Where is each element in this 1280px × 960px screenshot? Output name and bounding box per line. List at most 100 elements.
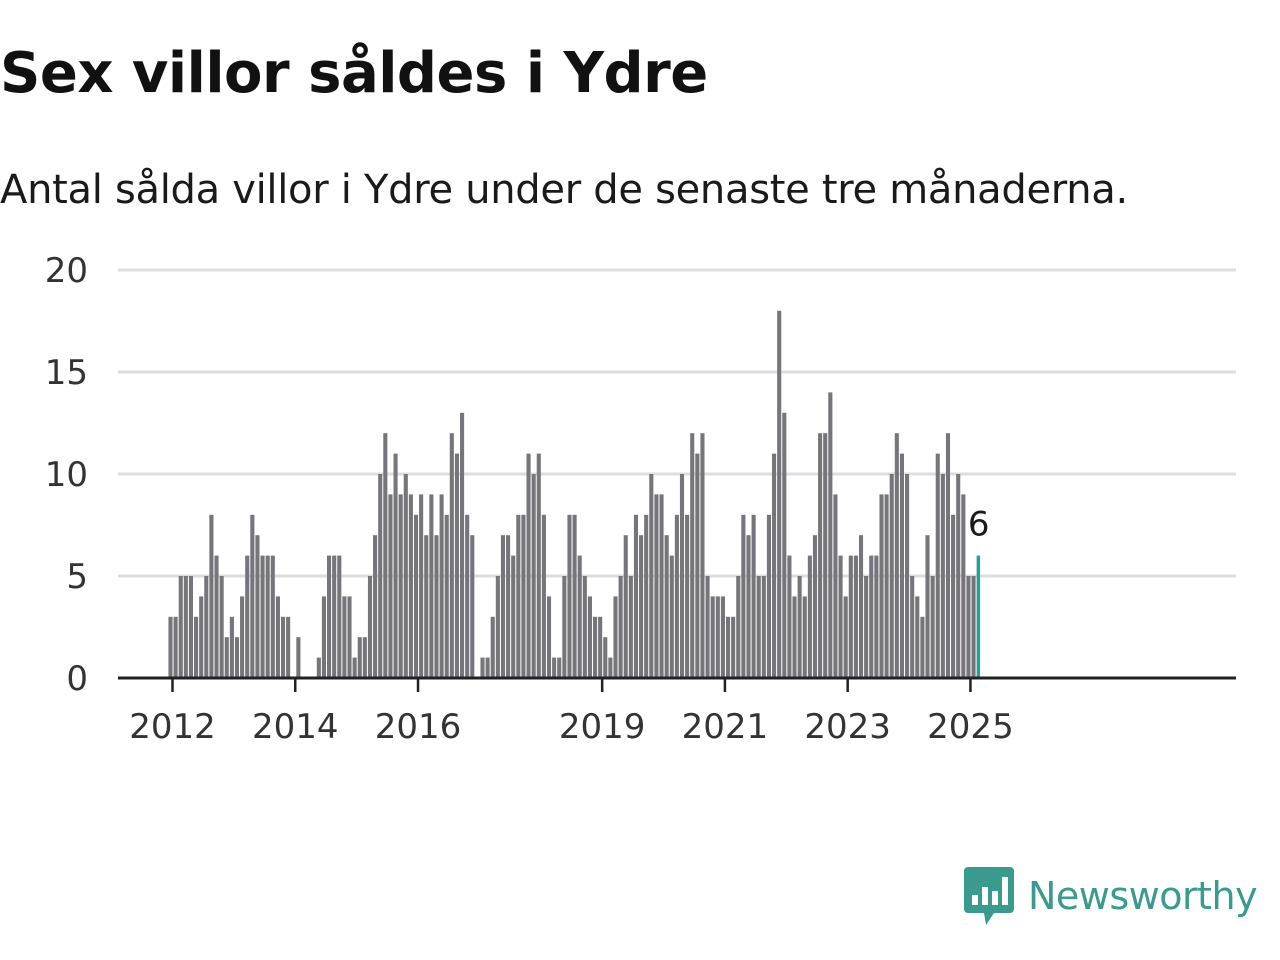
bar bbox=[905, 474, 910, 678]
bar bbox=[700, 433, 705, 678]
bar bbox=[408, 494, 413, 678]
bar bbox=[864, 576, 869, 678]
bar bbox=[649, 474, 654, 678]
bar bbox=[413, 514, 419, 678]
bar bbox=[828, 392, 833, 678]
y-tick-label: 20 bbox=[45, 251, 88, 291]
bar bbox=[930, 576, 935, 678]
bar bbox=[506, 535, 511, 678]
bar bbox=[194, 616, 199, 678]
bar bbox=[485, 657, 490, 678]
bar bbox=[879, 494, 884, 678]
bar bbox=[639, 535, 644, 678]
annotations: 6 bbox=[968, 505, 990, 545]
bar bbox=[321, 596, 326, 678]
bar bbox=[940, 474, 945, 678]
bar bbox=[521, 514, 526, 678]
bar bbox=[593, 616, 598, 678]
bar bbox=[731, 616, 736, 678]
bar bbox=[690, 433, 695, 678]
bar bbox=[229, 616, 234, 678]
bar bbox=[546, 596, 552, 678]
bar bbox=[587, 596, 592, 678]
bar bbox=[577, 555, 582, 678]
bar bbox=[802, 596, 807, 678]
bar bbox=[357, 637, 362, 678]
bar bbox=[178, 576, 183, 678]
bar bbox=[659, 494, 664, 678]
bar bbox=[470, 535, 475, 678]
bar bbox=[327, 555, 332, 678]
bar bbox=[797, 576, 802, 678]
bar bbox=[367, 576, 373, 678]
bar bbox=[567, 514, 572, 678]
bar bbox=[971, 576, 976, 678]
bar bbox=[598, 616, 603, 678]
bar bbox=[761, 576, 766, 678]
chart-title: Sex villor såldes i Ydre bbox=[0, 41, 708, 106]
bar bbox=[398, 494, 403, 678]
bar bbox=[961, 494, 966, 678]
bar bbox=[807, 555, 812, 678]
bar bbox=[720, 596, 725, 678]
bar bbox=[286, 616, 291, 678]
bars bbox=[168, 310, 981, 678]
y-axis: 0 5 10 15 20 bbox=[45, 251, 88, 699]
bar bbox=[444, 514, 449, 678]
bar bbox=[792, 596, 797, 678]
bar bbox=[823, 433, 828, 678]
bar bbox=[362, 637, 367, 678]
bar bbox=[526, 453, 531, 678]
bar bbox=[214, 555, 219, 678]
bar bbox=[403, 474, 408, 678]
bar bbox=[454, 453, 459, 678]
x-tick-label: 2019 bbox=[559, 707, 646, 747]
bar bbox=[342, 596, 347, 678]
bar bbox=[633, 514, 639, 678]
newsworthy-logo-icon bbox=[964, 867, 1014, 925]
bar bbox=[608, 657, 613, 678]
bar bbox=[536, 453, 541, 678]
brand-name: Newsworthy bbox=[1028, 874, 1258, 918]
bar bbox=[741, 514, 746, 678]
bar bbox=[296, 637, 301, 678]
bar bbox=[480, 657, 485, 678]
bar bbox=[378, 474, 383, 678]
bar bbox=[935, 453, 940, 678]
bar bbox=[516, 514, 521, 678]
bar bbox=[736, 576, 741, 678]
last-value-label: 6 bbox=[968, 505, 990, 545]
bar bbox=[756, 576, 761, 678]
bar bbox=[347, 596, 352, 678]
bar bbox=[858, 535, 864, 678]
bar bbox=[280, 616, 286, 678]
bar bbox=[255, 535, 260, 678]
bar bbox=[541, 514, 546, 678]
bar bbox=[250, 514, 255, 678]
bar bbox=[383, 433, 388, 678]
bar bbox=[388, 494, 393, 678]
bar bbox=[393, 453, 398, 678]
bar bbox=[818, 433, 823, 678]
bar bbox=[337, 555, 342, 678]
bar bbox=[270, 555, 275, 678]
y-tick-label: 10 bbox=[45, 455, 88, 495]
y-tick-label: 0 bbox=[66, 659, 88, 699]
bar bbox=[613, 596, 618, 678]
bar bbox=[173, 616, 178, 678]
bar bbox=[884, 494, 889, 678]
bar bbox=[899, 453, 904, 678]
bar bbox=[766, 514, 772, 678]
bar bbox=[219, 576, 224, 678]
bar bbox=[260, 555, 265, 678]
bar bbox=[751, 514, 756, 678]
x-tick-label: 2021 bbox=[682, 707, 769, 747]
bar bbox=[582, 576, 587, 678]
bar bbox=[787, 555, 792, 678]
bar bbox=[603, 637, 608, 678]
bar bbox=[562, 576, 567, 678]
bar bbox=[373, 535, 378, 678]
bar bbox=[183, 576, 188, 678]
bar bbox=[209, 514, 214, 678]
bar bbox=[332, 555, 337, 678]
